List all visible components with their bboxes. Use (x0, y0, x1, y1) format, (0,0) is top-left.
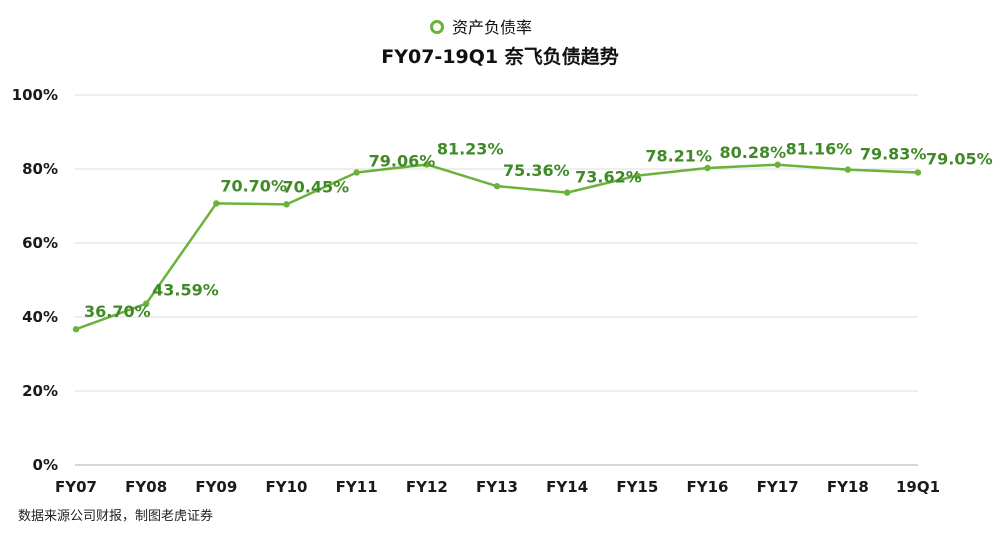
data-label: 79.06% (369, 151, 436, 170)
data-point (353, 169, 360, 176)
data-labels: 36.70%43.59% 70.70%70.45% 79.06%81.23% 75.3… (84, 139, 993, 321)
data-point (283, 201, 290, 208)
data-point (774, 161, 781, 168)
x-tick-label: FY18 (827, 478, 869, 496)
data-label: 81.23% (437, 139, 504, 158)
legend-marker-icon (430, 20, 444, 34)
x-tick-label: FY09 (195, 478, 237, 496)
series-line (72, 161, 922, 333)
x-tick-label: FY15 (616, 478, 658, 496)
data-point (493, 182, 501, 190)
data-point (704, 164, 711, 172)
y-tick-label: 0% (33, 456, 58, 474)
legend: 资产负债率 (430, 18, 532, 37)
x-tick-label: FY10 (266, 478, 308, 496)
x-tick-label: 19Q1 (896, 478, 940, 496)
y-tick-label: 100% (12, 86, 58, 104)
y-tick-label: 20% (22, 382, 58, 400)
source-note: 数据来源公司财报，制图老虎证券 (18, 508, 213, 524)
data-point (634, 172, 641, 179)
data-label: 78.21% (645, 147, 712, 166)
data-label: 79.83% (860, 145, 927, 164)
data-point (423, 161, 431, 168)
legend-label: 资产负债率 (452, 18, 532, 37)
chart-title: FY07-19Q1 奈飞负债趋势 (381, 45, 619, 68)
x-tick-label: FY14 (546, 478, 588, 496)
data-label: 81.16% (786, 140, 853, 159)
data-label: 73.62% (575, 168, 642, 187)
x-tick-label: FY17 (757, 478, 799, 496)
data-label: 80.28% (720, 143, 787, 162)
gridlines (75, 94, 918, 466)
data-label: 75.36% (503, 161, 570, 180)
x-tick-label: FY07 (55, 478, 97, 496)
data-label: 43.59% (152, 281, 219, 300)
x-tick-label: FY11 (336, 478, 378, 496)
data-point (72, 326, 80, 333)
x-axis: FY07 FY08 FY09 FY10 FY11 FY12 FY13 FY14 FY15 FY16… (55, 478, 940, 496)
data-label: 70.70% (220, 176, 287, 195)
x-tick-label: FY12 (406, 478, 448, 496)
x-tick-label: FY13 (476, 478, 518, 496)
data-label: 70.45% (283, 177, 350, 196)
data-label: 79.05% (926, 150, 993, 169)
data-label: 36.70% (84, 302, 151, 321)
y-tick-label: 40% (22, 308, 58, 326)
data-point (844, 166, 852, 173)
y-axis: 0% 20% 40% 60% 80% 100% (12, 86, 58, 474)
y-tick-label: 80% (22, 160, 58, 178)
data-point (563, 189, 571, 196)
data-point (213, 200, 220, 207)
x-tick-label: FY16 (687, 478, 729, 496)
x-tick-label: FY08 (125, 478, 167, 496)
y-tick-label: 60% (22, 234, 58, 252)
data-point (914, 169, 922, 176)
data-point (142, 300, 150, 307)
